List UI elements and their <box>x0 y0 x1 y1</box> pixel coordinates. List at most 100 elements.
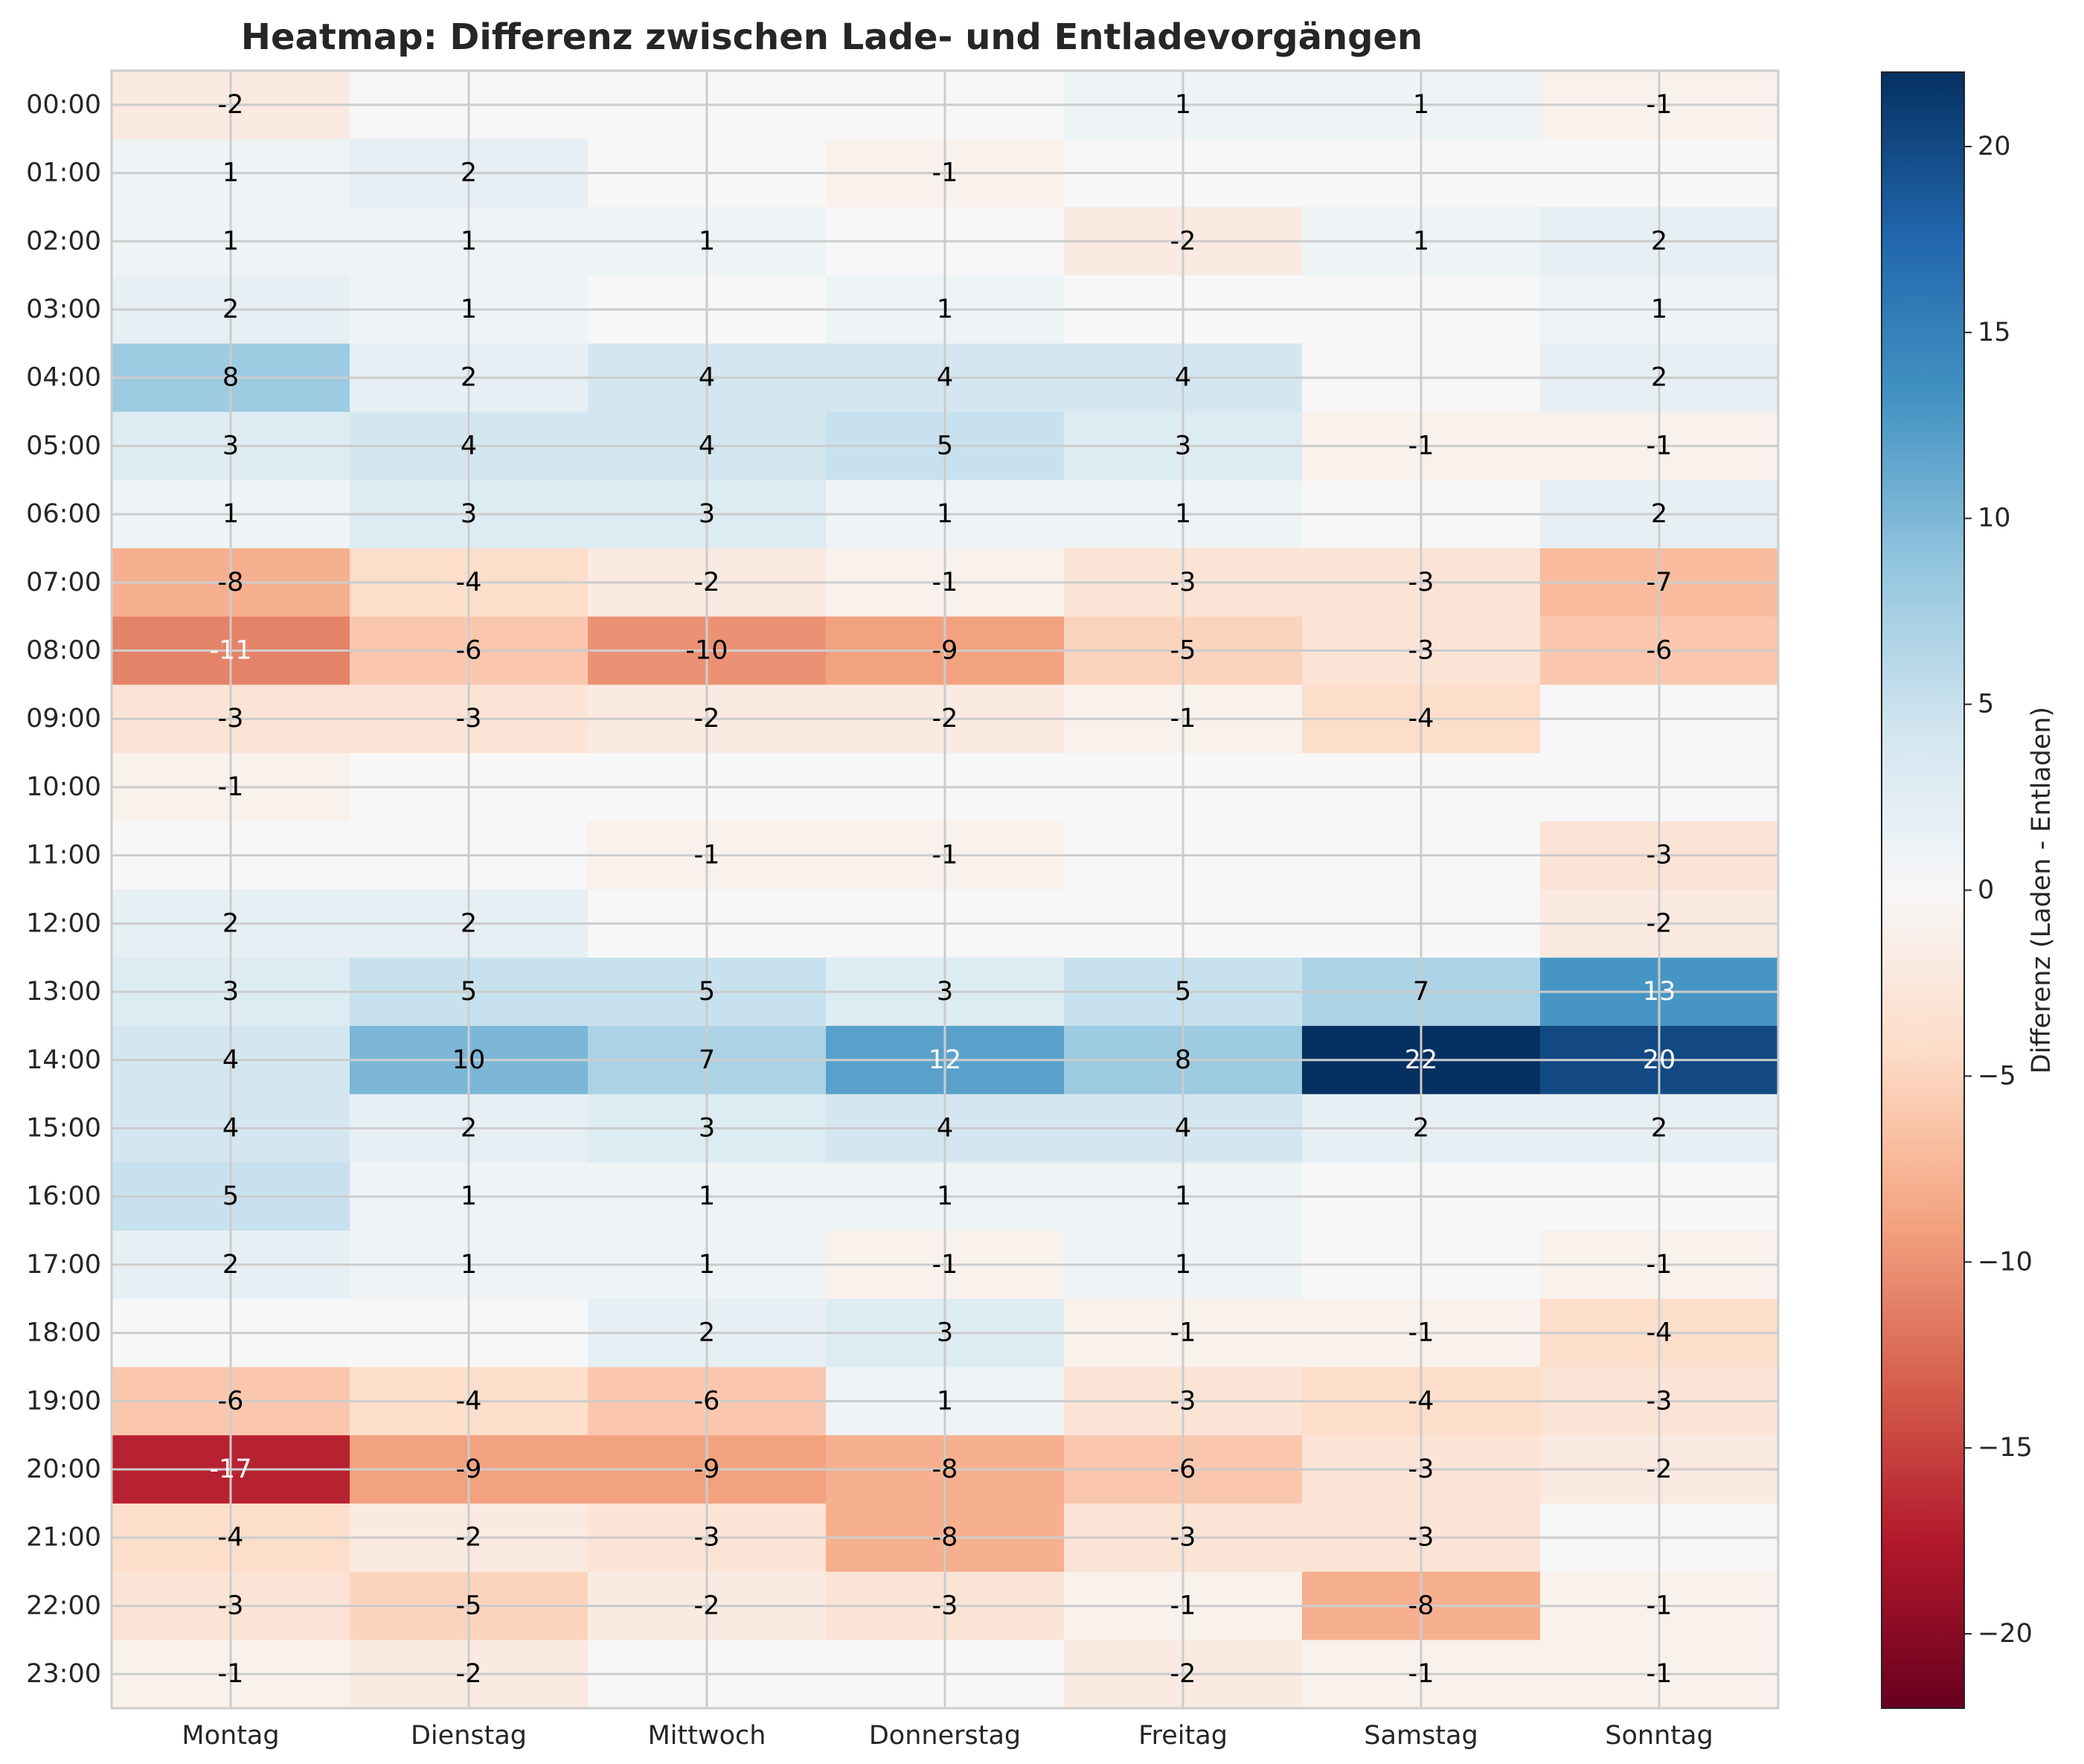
cell-value-label: 2 <box>461 1113 477 1143</box>
cell-value-label: 5 <box>699 977 715 1007</box>
cell-value-label: 2 <box>1651 363 1667 393</box>
cell-value-label: -1 <box>1408 1318 1434 1348</box>
x-tick-label: Mittwoch <box>648 1721 766 1751</box>
cell-value-label: 7 <box>699 1045 715 1075</box>
cell-value-label: -3 <box>218 704 244 734</box>
cell-value-label: -2 <box>694 568 720 597</box>
cell-value-label: -4 <box>1647 1318 1673 1348</box>
cell-value-label: -4 <box>456 1386 482 1416</box>
cell-value-label: 1 <box>699 1250 715 1280</box>
y-tick-label: 23:00 <box>26 1659 101 1689</box>
cell-value-label: 7 <box>1413 977 1429 1007</box>
y-tick-label: 20:00 <box>26 1455 101 1484</box>
colorbar-label: Differenz (Laden - Entladen) <box>2027 707 2056 1074</box>
cell-value-label: -1 <box>1647 431 1673 461</box>
y-tick-label: 10:00 <box>26 772 101 802</box>
cell-value-label: 2 <box>222 1250 239 1280</box>
cell-value-label: 5 <box>1175 977 1191 1007</box>
cell-value-label: 4 <box>699 363 715 393</box>
cell-value-label: -2 <box>1170 1659 1196 1689</box>
cell-value-label: -9 <box>694 1455 720 1484</box>
y-tick-label: 13:00 <box>26 977 101 1007</box>
cell-value-label: 1 <box>461 226 477 256</box>
cell-value-label: 4 <box>699 431 715 461</box>
cell-value-label: 1 <box>461 1181 477 1211</box>
y-tick-label: 18:00 <box>26 1318 101 1348</box>
cell-value-label: 4 <box>1175 363 1191 393</box>
cell-value-label: 1 <box>1175 90 1191 120</box>
cell-value-label: -2 <box>1170 226 1196 256</box>
cell-labels: -2 1 1 -11 2 -11 1 1 -2 1 22 1 1 18 2 4 4 4 23 4 4 5 3 -1 -11 3 3 1… <box>209 90 1676 1689</box>
y-tick-label: 06:00 <box>26 499 101 529</box>
colorbar-tick-label: 15 <box>1978 318 2011 347</box>
cell-value-label: -1 <box>1170 1591 1196 1620</box>
cell-value-label: 3 <box>1175 431 1191 461</box>
cell-value-label: -1 <box>932 841 958 870</box>
cell-value-label: 1 <box>699 226 715 256</box>
y-tick-label: 16:00 <box>26 1181 101 1211</box>
cell-value-label: 12 <box>929 1045 962 1075</box>
cell-value-label: -1 <box>1647 1659 1673 1689</box>
cell-value-label: 2 <box>1413 1113 1429 1143</box>
cell-value-label: -6 <box>456 636 482 666</box>
cell-value-label: 8 <box>1175 1045 1191 1075</box>
y-tick-label: 21:00 <box>26 1523 101 1553</box>
cell-value-label: 10 <box>452 1045 486 1075</box>
cell-value-label: -4 <box>218 1523 244 1553</box>
y-tick-label: 17:00 <box>26 1250 101 1280</box>
y-tick-label: 02:00 <box>26 226 101 256</box>
colorbar-tick-label: 5 <box>1978 690 1994 719</box>
cell-value-label: 1 <box>1175 499 1191 529</box>
cell-value-label: 1 <box>1413 90 1429 120</box>
cell-value-label: 4 <box>222 1045 239 1075</box>
cell-value-label: 3 <box>222 977 239 1007</box>
cell-value-label: 13 <box>1643 977 1676 1007</box>
y-tick-label: 05:00 <box>26 431 101 461</box>
cell-value-label: -9 <box>932 636 958 666</box>
plot-frame <box>110 69 1780 1710</box>
cell-value-label: 3 <box>937 977 953 1007</box>
x-tick-label: Freitag <box>1138 1721 1228 1751</box>
cell-value-label: -10 <box>685 636 728 666</box>
colorbar-ticks: 20 15 10 5 0 −5 −10 −15 −20 <box>1964 132 2033 1649</box>
cell-value-label: -3 <box>1408 1455 1434 1484</box>
cell-value-label: -1 <box>218 772 244 802</box>
cell-value-label: 2 <box>222 295 239 324</box>
cell-value-label: -2 <box>456 1523 482 1553</box>
cell-value-label: -3 <box>1408 636 1434 666</box>
cell-value-label: 1 <box>937 499 953 529</box>
cell-value-label: 4 <box>937 363 953 393</box>
cell-value-label: -7 <box>1647 568 1673 597</box>
cell-value-label: -6 <box>218 1386 244 1416</box>
colorbar-tick-label: 20 <box>1978 132 2011 161</box>
y-tick-label: 07:00 <box>26 568 101 597</box>
cell-value-label: 4 <box>222 1113 239 1143</box>
cell-value-label: 3 <box>699 499 715 529</box>
cell-value-label: 5 <box>222 1181 239 1211</box>
cell-value-label: 2 <box>222 908 239 938</box>
cell-value-label: -1 <box>932 1250 958 1280</box>
cell-value-label: -5 <box>456 1591 482 1620</box>
cell-value-label: 1 <box>222 226 239 256</box>
cell-value-label: -1 <box>1170 1318 1196 1348</box>
cell-value-label: 1 <box>1175 1181 1191 1211</box>
cell-value-label: 5 <box>461 977 477 1007</box>
cell-value-label: 3 <box>937 1318 953 1348</box>
cell-value-label: 1 <box>222 158 239 188</box>
cell-value-label: 1 <box>937 295 953 324</box>
cell-value-label: -2 <box>456 1659 482 1689</box>
cell-value-label: -3 <box>1170 568 1196 597</box>
y-tick-label: 15:00 <box>26 1113 101 1143</box>
cell-value-label: 2 <box>1651 226 1667 256</box>
cell-value-label: 3 <box>222 431 239 461</box>
cell-value-label: -2 <box>1647 908 1673 938</box>
cell-value-label: -6 <box>1647 636 1673 666</box>
colorbar-tick-label: −10 <box>1978 1247 2033 1277</box>
cell-value-label: -5 <box>1170 636 1196 666</box>
chart-title: Heatmap: Differenz zwischen Lade- und En… <box>241 16 1423 58</box>
cell-value-label: -8 <box>932 1523 958 1553</box>
cell-value-label: 2 <box>461 158 477 188</box>
cell-value-label: -2 <box>694 704 720 734</box>
cell-value-label: -1 <box>932 158 958 188</box>
